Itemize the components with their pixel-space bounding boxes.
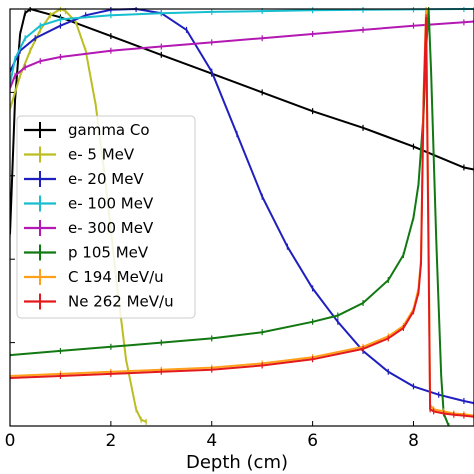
- legend-entry: e- 300 MeV: [24, 219, 154, 237]
- legend-label: p 105 MeV: [68, 244, 149, 262]
- x-tick-label: 0: [5, 431, 16, 451]
- legend-label: e- 20 MeV: [68, 170, 144, 188]
- x-tick-label: 6: [307, 431, 318, 451]
- legend-entry: gamma Co: [24, 121, 150, 139]
- series-0: [10, 7, 474, 238]
- x-tick-label: 4: [206, 431, 217, 451]
- x-axis-title: Depth (cm): [186, 452, 288, 473]
- series-2: [10, 7, 474, 407]
- series-lines: [10, 7, 474, 426]
- legend-entry: p 105 MeV: [24, 244, 149, 262]
- series-line: [10, 8, 474, 85]
- legend-label: e- 5 MeV: [68, 146, 135, 164]
- plot-frame: [9, 8, 474, 427]
- series-line: [10, 20, 474, 89]
- legend-entry: e- 20 MeV: [24, 170, 144, 188]
- legend-entry: e- 5 MeV: [24, 146, 135, 164]
- series-4: [10, 18, 474, 92]
- legend-label: e- 100 MeV: [68, 195, 154, 213]
- legend-label: Ne 262 MeV/u: [68, 293, 174, 311]
- legend-label: gamma Co: [68, 121, 150, 139]
- x-tick-label: 8: [408, 431, 419, 451]
- x-axis-ticks: [9, 421, 414, 426]
- legend-entry: e- 100 MeV: [24, 195, 154, 213]
- series-line: [10, 17, 474, 418]
- legend: gamma Co e- 5 MeV e- 20 MeV e- 100 MeV e- 30…: [16, 115, 196, 319]
- legend-entry: C 194 MeV/u: [24, 268, 164, 286]
- legend-entry: Ne 262 MeV/u: [24, 293, 174, 311]
- series-7: [10, 14, 474, 420]
- series-3: [10, 7, 474, 88]
- legend-label: e- 300 MeV: [68, 219, 154, 237]
- x-tick-labels: 0 2 4 6 8: [5, 431, 419, 451]
- x-tick-label: 2: [105, 431, 116, 451]
- legend-box: [16, 115, 196, 319]
- legend-label: C 194 MeV/u: [68, 268, 164, 286]
